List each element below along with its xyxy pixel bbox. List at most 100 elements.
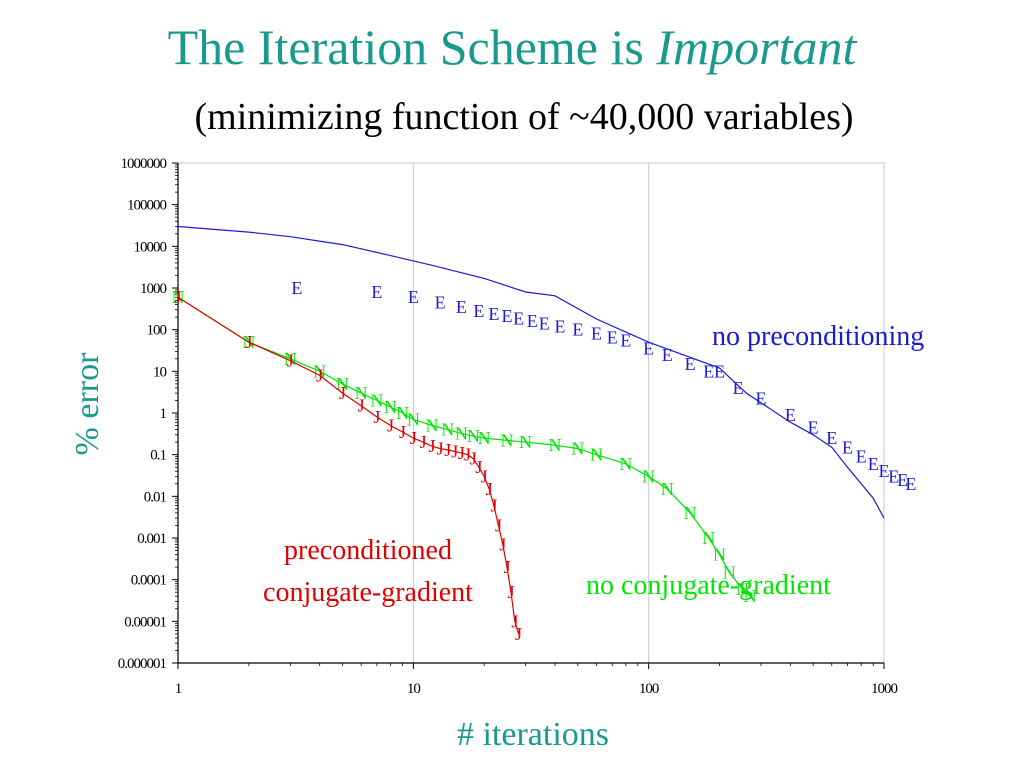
no-preconditioning-point-marker: E: [755, 389, 766, 409]
preconditioned-cg-point-marker: J: [339, 383, 346, 403]
y-tick-label: 1000000: [121, 156, 167, 172]
no-preconditioning-point-marker: E: [572, 320, 583, 340]
no-preconditioning-point-marker: E: [501, 306, 512, 326]
y-tick-label: 10000: [134, 239, 167, 255]
preconditioned-cg-point-marker: J: [444, 440, 451, 460]
no-conjugate-gradient-point-marker: N: [590, 445, 603, 465]
no-preconditioning-point-marker: E: [513, 309, 524, 329]
no-preconditioning-point-marker: E: [888, 466, 899, 486]
no-preconditioning-point-marker: E: [555, 316, 566, 336]
no-preconditioning-point-marker: E: [826, 428, 837, 448]
preconditioned-cg-point-marker: J: [174, 287, 181, 307]
y-tick-label: 100: [147, 323, 167, 339]
no-conjugate-gradient-point-marker: N: [425, 416, 438, 436]
y-tick-label: 0.001: [137, 531, 166, 547]
no-conjugate-gradient-point-marker: N: [284, 349, 297, 369]
slide-title-emphasis: Important: [656, 19, 857, 75]
no-conjugate-gradient-point-marker: N: [519, 432, 532, 452]
no-preconditioning-point-marker: E: [456, 297, 467, 317]
no-conjugate-gradient-point-marker: N: [500, 430, 513, 450]
y-tick-label: 0.1: [150, 448, 166, 464]
no-preconditioning-point-marker: E: [868, 454, 879, 474]
preconditioned-cg-point-marker: J: [490, 496, 497, 516]
no-conjugate-gradient-point-marker: N: [684, 503, 697, 523]
no-conjugate-gradient-point-marker: N: [455, 424, 468, 444]
preconditioned-cg-point-marker: J: [410, 428, 417, 448]
no-conjugate-gradient-point-marker: N: [642, 466, 655, 486]
x-tick-label: 10: [407, 681, 421, 697]
no-preconditioning-point-marker: E: [733, 378, 744, 398]
preconditioned-cg-point-marker: J: [458, 443, 465, 463]
x-tick-label: 1: [175, 681, 182, 697]
no-conjugate-gradient-point-marker: N: [396, 403, 409, 423]
no-preconditioning-point-marker: E: [785, 405, 796, 425]
no-preconditioning-line: [177, 225, 885, 519]
no-conjugate-gradient-point-marker: N: [478, 428, 491, 448]
preconditioned-cg-point-marker: J: [481, 466, 488, 486]
preconditioned-cg-point-marker: J: [373, 407, 380, 427]
y-tick-label: 0.0001: [131, 573, 167, 589]
no-conjugate-gradient-point-marker: N: [355, 383, 368, 403]
no-conjugate-gradient-point-marker: N: [702, 528, 715, 548]
preconditioned-cg-point-marker: J: [437, 439, 444, 459]
no-conjugate-gradient-point-marker: N: [723, 562, 736, 582]
label-preconditioned-cg-line: conjugate-gradient: [263, 577, 473, 608]
no-preconditioning-point-marker: E: [703, 361, 714, 381]
x-tick-label: 100: [639, 681, 659, 697]
x-tick-label: 1000: [871, 681, 898, 697]
slide-title-main: The Iteration Scheme is: [167, 19, 657, 75]
no-preconditioning-point-marker: E: [488, 304, 499, 324]
no-conjugate-gradient-point-marker: N: [713, 545, 726, 565]
no-preconditioning-point-marker: E: [643, 339, 654, 359]
labels-layer: # iterations % error no preconditioning no …: [69, 321, 924, 753]
y-tick-label: 1: [160, 406, 167, 422]
preconditioned-cg-point-marker: J: [399, 422, 406, 442]
y-axis-title: % error: [69, 352, 106, 456]
no-preconditioning-point-marker: E: [685, 354, 696, 374]
no-conjugate-gradient-point-marker: N: [467, 426, 480, 446]
no-preconditioning-point-marker: E: [291, 278, 302, 298]
slide-subtitle: (minimizing function of ~40,000 variable…: [194, 96, 854, 138]
preconditioned-cg-point-marker: J: [470, 449, 477, 469]
no-conjugate-gradient-point-marker: N: [736, 579, 749, 599]
preconditioned-cg-point-marker: J: [495, 515, 502, 535]
preconditioned-cg-point-marker: J: [464, 445, 471, 465]
no-preconditioning-point-marker: E: [808, 417, 819, 437]
preconditioned-cg-point-marker: J: [486, 479, 493, 499]
no-preconditioning-point-marker: E: [473, 301, 484, 321]
preconditioned-cg-point-marker: J: [387, 416, 394, 436]
no-conjugate-gradient-point-marker: N: [313, 361, 326, 381]
preconditioned-cg-point-marker: J: [503, 557, 510, 577]
preconditioned-cg-point-marker: J: [511, 611, 518, 631]
preconditioned-cg-point-marker: J: [287, 351, 294, 371]
no-preconditioning-point-marker: E: [662, 345, 673, 365]
label-no-conjugate-gradient: no conjugate-gradient: [586, 570, 831, 601]
no-conjugate-gradient-point-marker: N: [744, 586, 757, 606]
axes-layer: 1000000 100000 10000 1000 100 10 1 0.1 0.01 0.001…: [118, 156, 899, 697]
preconditioned-cg-point-marker: J: [245, 332, 252, 352]
no-conjugate-gradient-point-marker: N: [384, 397, 397, 417]
no-preconditioning-point-marker: E: [842, 437, 853, 457]
no-preconditioning-point-marker: E: [435, 292, 446, 312]
preconditioned-cg-point-marker: J: [358, 396, 365, 416]
no-conjugate-gradient-point-marker: N: [336, 374, 349, 394]
preconditioned-cg-point-marker: J: [515, 624, 522, 644]
no-preconditioning-point-marker: E: [897, 470, 908, 490]
preconditioned-cg-point-marker: J: [428, 436, 435, 456]
y-tick-label: 0.01: [144, 489, 167, 505]
no-preconditioning-point-marker: E: [408, 287, 419, 307]
no-preconditioning-point-marker: E: [620, 330, 631, 350]
no-preconditioning-point-marker: E: [527, 311, 538, 331]
no-preconditioning-point-marker: E: [371, 282, 382, 302]
preconditioned-cg-point-marker: J: [316, 365, 323, 385]
no-preconditioning-point-marker: E: [856, 447, 867, 467]
preconditioned-cg-point-marker: J: [420, 432, 427, 452]
preconditioned-cg-point-marker: J: [507, 582, 514, 602]
slide-title: The Iteration Scheme is Important: [0, 22, 1024, 72]
no-conjugate-gradient-point-marker: N: [407, 409, 420, 429]
no-preconditioning-point-marker: E: [539, 314, 550, 334]
no-preconditioning-point-marker: E: [591, 324, 602, 344]
label-preconditioned-cg-line: preconditioned: [284, 535, 452, 566]
